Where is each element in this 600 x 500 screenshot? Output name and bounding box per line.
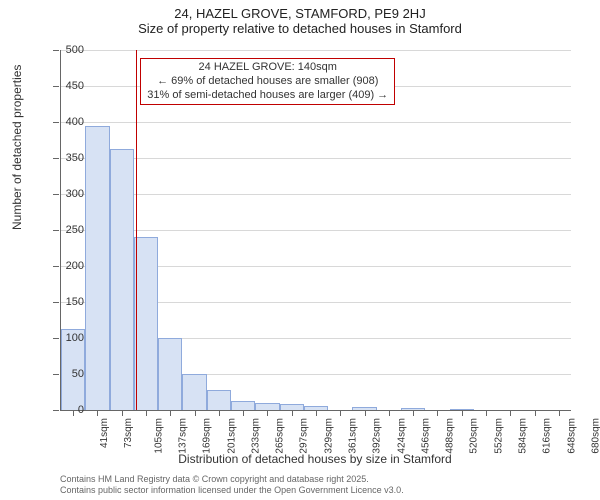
x-tick [170,410,171,416]
x-axis-label: Distribution of detached houses by size … [60,452,570,466]
x-tick [219,410,220,416]
x-tick-label: 41sqm [99,418,110,448]
x-tick [413,410,414,416]
y-tick [53,338,59,339]
x-tick [316,410,317,416]
gridline [61,50,571,51]
y-tick [53,374,59,375]
footer-attribution: Contains HM Land Registry data © Crown c… [60,474,404,496]
y-tick [53,194,59,195]
histogram-bar [182,374,206,410]
x-tick-label: 265sqm [275,418,286,454]
y-tick [53,50,59,51]
x-tick [292,410,293,416]
x-tick [97,410,98,416]
x-tick-label: 488sqm [445,418,456,454]
x-tick [389,410,390,416]
y-tick-label: 450 [66,80,84,92]
x-tick-label: 137sqm [178,418,189,454]
histogram-bar [158,338,182,410]
histogram-bar [207,390,231,410]
y-tick-label: 100 [66,332,84,344]
x-tick-label: 584sqm [518,418,529,454]
x-tick [559,410,560,416]
x-tick-label: 552sqm [493,418,504,454]
annotation-line3: 31% of semi-detached houses are larger (… [147,89,388,103]
footer-line1: Contains HM Land Registry data © Crown c… [60,474,404,485]
x-tick-label: 392sqm [372,418,383,454]
x-tick-label: 616sqm [542,418,553,454]
x-tick-label: 73sqm [123,418,134,448]
annotation-box: 24 HAZEL GROVE: 140sqm← 69% of detached … [140,58,395,105]
page-title-line2: Size of property relative to detached ho… [0,21,600,36]
y-tick-label: 300 [66,188,84,200]
x-tick [73,410,74,416]
x-tick-label: 201sqm [226,418,237,454]
property-marker-line [136,50,137,410]
x-tick-label: 648sqm [566,418,577,454]
y-tick-label: 500 [66,44,84,56]
x-tick-label: 361sqm [348,418,359,454]
x-tick [535,410,536,416]
y-tick-label: 50 [72,368,84,380]
y-tick [53,410,59,411]
x-tick [195,410,196,416]
y-tick [53,266,59,267]
histogram-bar [255,403,279,410]
gridline [61,158,571,159]
y-tick-label: 350 [66,152,84,164]
gridline [61,230,571,231]
y-tick-label: 250 [66,224,84,236]
y-tick-label: 200 [66,260,84,272]
footer-line2: Contains public sector information licen… [60,485,404,496]
gridline [61,122,571,123]
x-tick [340,410,341,416]
histogram-bar [134,237,158,410]
gridline [61,194,571,195]
x-tick-label: 456sqm [420,418,431,454]
x-tick [146,410,147,416]
x-tick-label: 329sqm [323,418,334,454]
y-axis-label: Number of detached properties [10,65,24,230]
y-tick-label: 150 [66,296,84,308]
histogram-bar [110,149,134,410]
x-tick [486,410,487,416]
x-tick [462,410,463,416]
x-tick-label: 105sqm [153,418,164,454]
y-tick-label: 0 [78,404,84,416]
x-tick-label: 680sqm [590,418,600,454]
y-tick [53,86,59,87]
y-tick [53,230,59,231]
histogram-bar [85,126,109,410]
annotation-line2: ← 69% of detached houses are smaller (90… [147,75,388,89]
x-tick [122,410,123,416]
x-tick-label: 233sqm [250,418,261,454]
annotation-line1: 24 HAZEL GROVE: 140sqm [147,61,388,75]
x-tick-label: 424sqm [396,418,407,454]
x-tick-label: 169sqm [202,418,213,454]
histogram-bar [231,401,255,410]
y-tick [53,158,59,159]
x-tick [437,410,438,416]
x-tick [243,410,244,416]
x-tick-label: 297sqm [299,418,310,454]
page-title-line1: 24, HAZEL GROVE, STAMFORD, PE9 2HJ [0,6,600,21]
x-tick [510,410,511,416]
x-tick [365,410,366,416]
x-tick [267,410,268,416]
y-tick [53,302,59,303]
chart-plot-area: 41sqm73sqm105sqm137sqm169sqm201sqm233sqm… [60,50,571,411]
y-tick-label: 400 [66,116,84,128]
x-tick-label: 520sqm [469,418,480,454]
y-tick [53,122,59,123]
